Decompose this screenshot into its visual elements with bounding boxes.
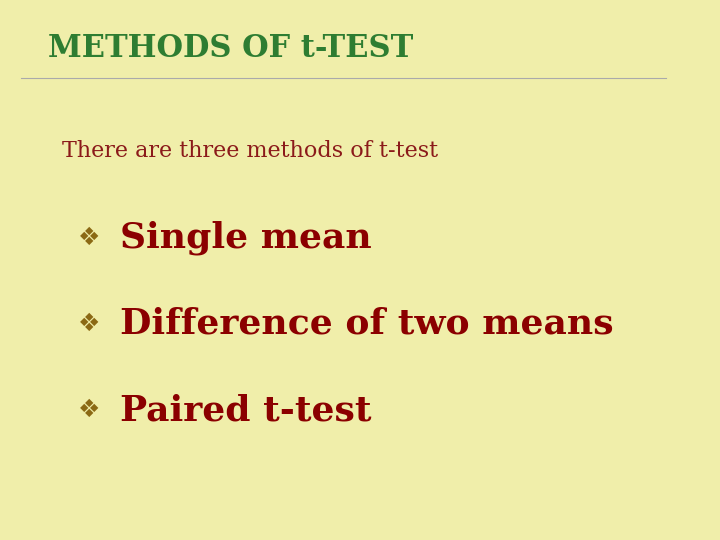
Text: Single mean: Single mean (120, 220, 372, 255)
Text: Paired t-test: Paired t-test (120, 394, 372, 427)
Text: METHODS OF t-TEST: METHODS OF t-TEST (48, 33, 413, 64)
Text: ❖: ❖ (78, 399, 101, 422)
Text: ❖: ❖ (78, 226, 101, 249)
Text: ❖: ❖ (78, 312, 101, 336)
Text: Difference of two means: Difference of two means (120, 307, 614, 341)
Text: There are three methods of t-test: There are three methods of t-test (62, 140, 438, 162)
